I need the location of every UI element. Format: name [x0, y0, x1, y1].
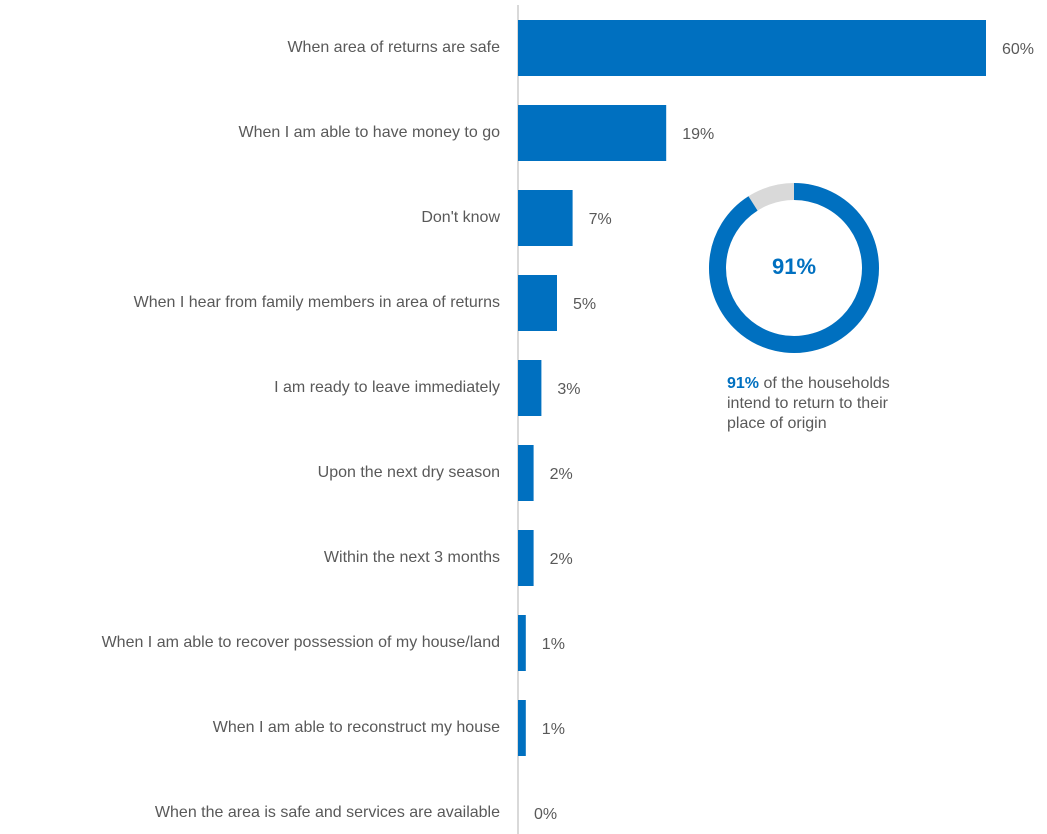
value-label: 0%: [534, 806, 557, 823]
value-label: 3%: [557, 381, 580, 398]
category-label: I am ready to leave immediately: [274, 379, 500, 396]
donut-caption: 91% of the households intend to return t…: [727, 374, 917, 434]
donut-segment: [709, 183, 879, 353]
value-label: 5%: [573, 296, 596, 313]
bar: [518, 360, 542, 416]
category-label: When I hear from family members in area …: [133, 294, 500, 311]
category-label: Don't know: [421, 209, 500, 226]
bar: [518, 530, 534, 586]
value-label: 7%: [589, 211, 612, 228]
category-label: When I am able to recover possession of …: [101, 634, 500, 651]
value-label: 1%: [542, 636, 565, 653]
value-label: 2%: [550, 466, 573, 483]
caption-text: of the households intend to return to th…: [727, 375, 890, 432]
donut-center-label: 91%: [772, 254, 816, 279]
category-label: When I am able to reconstruct my house: [212, 719, 500, 736]
category-label: When the area is safe and services are a…: [154, 804, 500, 821]
category-label: Within the next 3 months: [323, 549, 500, 566]
bar: [518, 20, 986, 76]
bar: [518, 445, 534, 501]
value-label: 19%: [682, 126, 714, 143]
bar: [518, 105, 667, 161]
category-label: Upon the next dry season: [317, 464, 500, 481]
value-label: 60%: [1002, 41, 1034, 58]
category-label: When I am able to have money to go: [238, 124, 500, 141]
value-label: 1%: [542, 721, 565, 738]
bar: [518, 275, 557, 331]
bar: [518, 615, 526, 671]
caption-highlight: 91%: [727, 375, 760, 392]
category-label: When area of returns are safe: [287, 39, 500, 56]
value-label: 2%: [550, 551, 573, 568]
bar: [518, 190, 573, 246]
bar: [518, 700, 526, 756]
